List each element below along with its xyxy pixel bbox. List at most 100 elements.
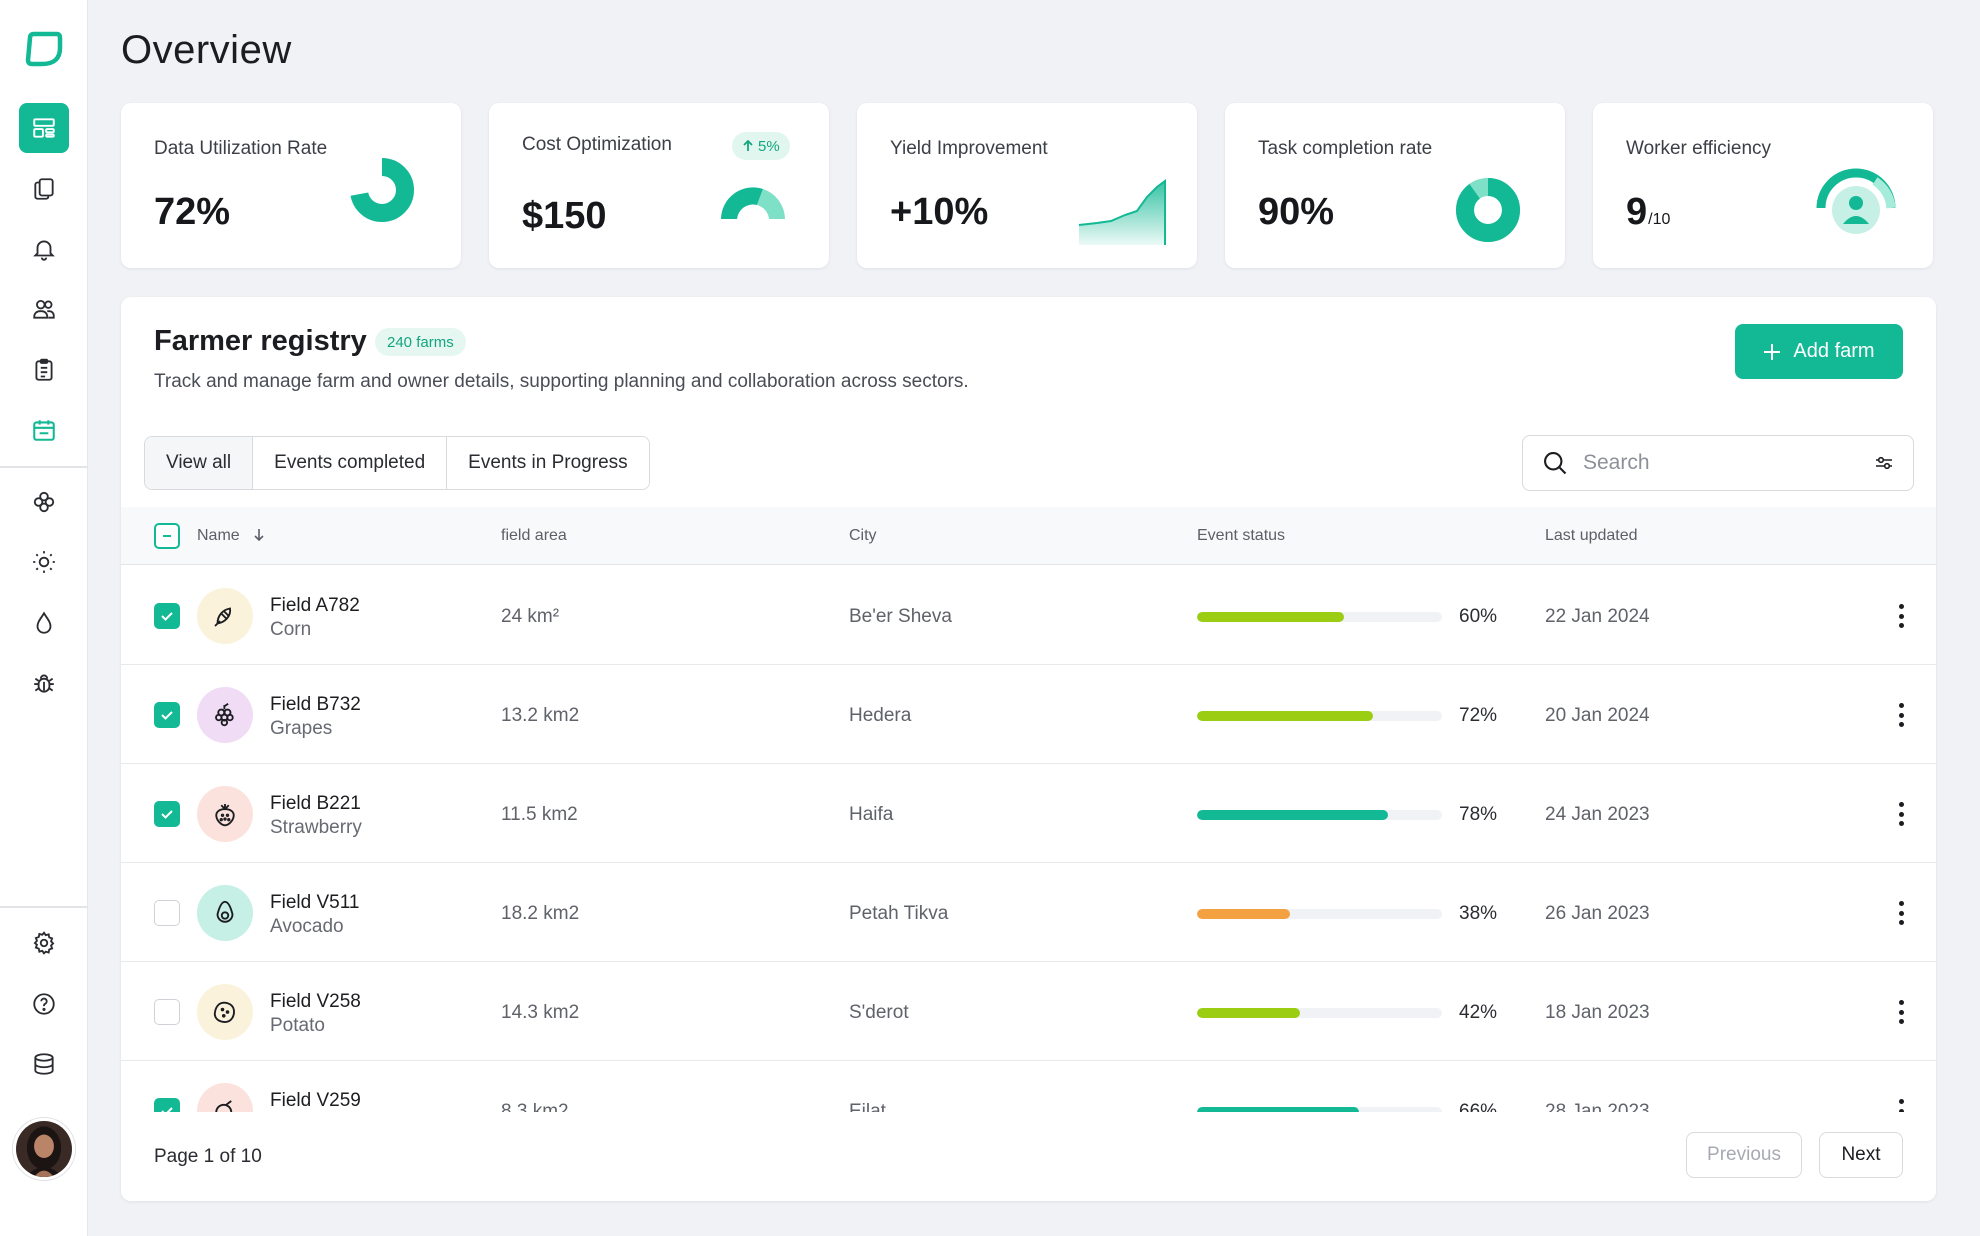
nav-pests[interactable] xyxy=(19,658,69,708)
crop-avatar xyxy=(197,1083,253,1112)
table-row[interactable]: Field V511 Avocado 18.2 km2 Petah Tikva 38% 2… xyxy=(121,863,1936,962)
field-area: 24 km² xyxy=(501,606,560,627)
more-options-icon[interactable] xyxy=(1891,701,1911,729)
field-name: Field B732 xyxy=(270,694,361,715)
crop-avatar xyxy=(197,885,253,941)
stat-value: $150 xyxy=(522,195,607,237)
add-farm-button[interactable]: Add farm xyxy=(1735,324,1903,379)
table-body: Field A782 Corn 24 km² Be'er Sheva 60% 22 Jan… xyxy=(121,566,1936,1112)
field-name: Field B221 xyxy=(270,793,361,814)
avatar[interactable] xyxy=(13,1118,75,1180)
row-checkbox[interactable] xyxy=(154,1098,180,1112)
row-checkbox[interactable] xyxy=(154,801,180,827)
nav-settings[interactable] xyxy=(19,918,69,968)
row-checkbox[interactable] xyxy=(154,900,180,926)
table-row[interactable]: Field B732 Grapes 13.2 km2 Hedera 72% 20 Jan … xyxy=(121,665,1936,764)
progress-percent: 78% xyxy=(1459,804,1498,825)
city: S'derot xyxy=(849,1002,909,1023)
stat-label: Task completion rate xyxy=(1258,138,1433,159)
farm-count-badge: 240 farms xyxy=(375,328,466,356)
tab-events-in-progress[interactable]: Events in Progress xyxy=(447,437,649,489)
column-header-status[interactable]: Event status xyxy=(1197,527,1286,544)
nav-tasks[interactable] xyxy=(19,345,69,395)
row-checkbox[interactable] xyxy=(154,999,180,1025)
check-icon xyxy=(161,711,173,720)
column-header-name[interactable]: Name xyxy=(197,527,266,545)
more-options-icon[interactable] xyxy=(1891,1097,1911,1112)
registry-subtitle: Track and manage farm and owner details,… xyxy=(154,371,969,392)
next-button[interactable]: Next xyxy=(1819,1132,1903,1178)
column-header-area[interactable]: field area xyxy=(501,527,567,544)
bell-icon xyxy=(33,240,55,261)
crop-avatar xyxy=(197,984,253,1040)
nav-crops[interactable] xyxy=(19,477,69,527)
table-row[interactable]: Field V258 Potato 14.3 km2 S'derot 42% 18 Jan… xyxy=(121,962,1936,1061)
cost-gauge xyxy=(721,187,785,219)
nav-documents[interactable] xyxy=(19,164,69,214)
nav-database[interactable] xyxy=(19,1039,69,1089)
column-header-city[interactable]: City xyxy=(849,527,877,544)
progress-fill xyxy=(1197,1107,1359,1112)
crop-avatar xyxy=(197,588,253,644)
last-updated: 26 Jan 2023 xyxy=(1545,903,1650,924)
corn-icon xyxy=(214,607,232,627)
help-icon xyxy=(33,993,55,1015)
more-options-icon[interactable] xyxy=(1891,899,1911,927)
progress-percent: 72% xyxy=(1459,705,1498,726)
field-area: 8.3 km2 xyxy=(501,1101,569,1112)
row-checkbox[interactable] xyxy=(154,603,180,629)
nav-notifications[interactable] xyxy=(19,224,69,274)
filter-sliders-icon[interactable] xyxy=(1873,452,1895,474)
minus-icon xyxy=(163,535,171,537)
table-row[interactable]: Field A782 Corn 24 km² Be'er Sheva 60% 22 Jan… xyxy=(121,566,1936,665)
stat-card-task-completion: Task completion rate 90% xyxy=(1225,103,1565,268)
column-header-updated[interactable]: Last updated xyxy=(1545,527,1638,544)
row-checkbox[interactable] xyxy=(154,702,180,728)
utilization-gauge xyxy=(350,158,414,222)
progress-percent: 60% xyxy=(1459,606,1498,627)
nav-weather[interactable] xyxy=(19,537,69,587)
field-name: Field V511 xyxy=(270,892,360,913)
nav-dashboard[interactable] xyxy=(19,103,69,153)
crop-type: Grapes xyxy=(270,718,333,739)
farmer-registry-panel: Farmer registry 240 farms Track and mana… xyxy=(121,297,1936,1201)
gear-icon xyxy=(33,931,55,955)
last-updated: 24 Jan 2023 xyxy=(1545,804,1650,825)
progress-percent: 66% xyxy=(1459,1101,1498,1112)
water-drop-icon xyxy=(36,611,52,634)
stat-label: Cost Optimization xyxy=(522,134,672,155)
crop-avatar xyxy=(197,786,253,842)
select-all-checkbox[interactable] xyxy=(154,523,180,549)
city: Petah Tikva xyxy=(849,903,949,924)
table-row[interactable]: Field B221 Strawberry 11.5 km2 Haifa 78% 24 J… xyxy=(121,764,1936,863)
progress-fill xyxy=(1197,909,1291,919)
more-options-icon[interactable] xyxy=(1891,998,1911,1026)
bug-icon xyxy=(34,674,54,693)
nav-users[interactable] xyxy=(19,284,69,334)
stat-value-number: 9 xyxy=(1626,191,1648,233)
page-title: Overview xyxy=(121,28,292,72)
field-area: 13.2 km2 xyxy=(501,705,580,726)
table-row[interactable]: Field V259 8.3 km2 Eilat 66% 28 Jan 2023 xyxy=(121,1061,1936,1112)
documents-icon xyxy=(34,178,54,200)
city: Haifa xyxy=(849,804,894,825)
stat-card-cost-optimization: Cost Optimization 5% $150 xyxy=(489,103,829,268)
yield-sparkline xyxy=(1078,179,1166,245)
tab-events-completed[interactable]: Events completed xyxy=(253,437,448,489)
user-avatar-icon xyxy=(16,1121,72,1177)
nav-help[interactable] xyxy=(19,979,69,1029)
progress-bar xyxy=(1197,1008,1442,1018)
database-icon xyxy=(34,1053,54,1075)
more-options-icon[interactable] xyxy=(1891,602,1911,630)
previous-button[interactable]: Previous xyxy=(1686,1132,1802,1178)
last-updated: 28 Jan 2023 xyxy=(1545,1101,1650,1112)
filter-tabs: View all Events completed Events in Prog… xyxy=(144,436,650,490)
last-updated: 22 Jan 2024 xyxy=(1545,606,1650,627)
tab-view-all[interactable]: View all xyxy=(145,437,254,489)
nav-irrigation[interactable] xyxy=(19,598,69,648)
nav-calendar[interactable] xyxy=(19,405,69,455)
more-options-icon[interactable] xyxy=(1891,800,1911,828)
search-input[interactable]: Search xyxy=(1522,435,1914,491)
stat-value: 9/10 xyxy=(1626,191,1670,234)
field-area: 18.2 km2 xyxy=(501,903,580,924)
